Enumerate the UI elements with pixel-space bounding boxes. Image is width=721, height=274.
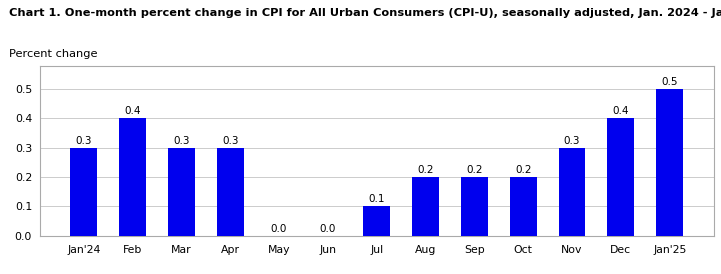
Text: Percent change: Percent change [9, 49, 98, 59]
Bar [510, 177, 536, 236]
Bar [168, 148, 195, 236]
Text: 0.4: 0.4 [613, 106, 629, 116]
Text: 0.3: 0.3 [76, 136, 92, 146]
Text: 0.2: 0.2 [417, 165, 434, 175]
Bar [217, 148, 244, 236]
Text: 0.1: 0.1 [368, 194, 385, 204]
Bar [71, 148, 97, 236]
Text: 0.5: 0.5 [661, 77, 678, 87]
Text: 0.2: 0.2 [515, 165, 531, 175]
Text: 0.3: 0.3 [564, 136, 580, 146]
Bar [656, 89, 684, 236]
Text: 0.0: 0.0 [319, 224, 336, 234]
Bar [559, 148, 585, 236]
Text: Chart 1. One-month percent change in CPI for All Urban Consumers (CPI-U), season: Chart 1. One-month percent change in CPI… [9, 8, 721, 18]
Bar [363, 206, 390, 236]
Bar [412, 177, 439, 236]
Text: 0.2: 0.2 [466, 165, 482, 175]
Bar [119, 118, 146, 236]
Bar [608, 118, 634, 236]
Text: 0.3: 0.3 [173, 136, 190, 146]
Text: 0.4: 0.4 [124, 106, 141, 116]
Text: 0.3: 0.3 [222, 136, 239, 146]
Text: 0.0: 0.0 [271, 224, 287, 234]
Bar [461, 177, 488, 236]
